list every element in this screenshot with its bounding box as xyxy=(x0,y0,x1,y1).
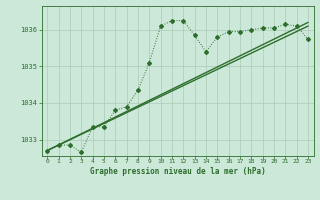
X-axis label: Graphe pression niveau de la mer (hPa): Graphe pression niveau de la mer (hPa) xyxy=(90,167,266,176)
